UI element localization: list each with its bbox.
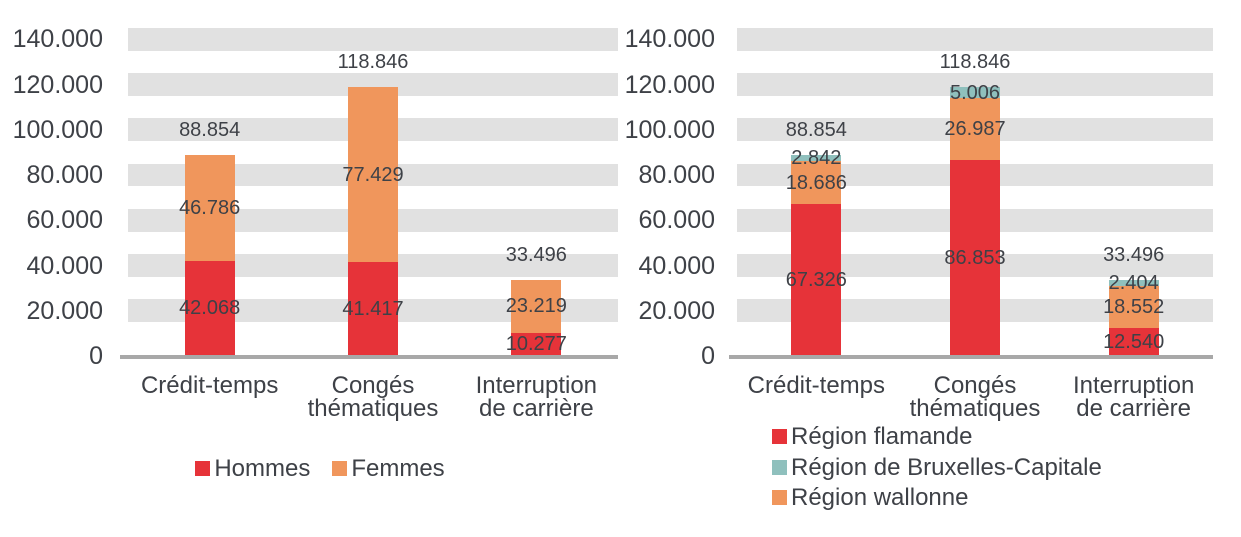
y-axis-tick-label: 100.000 bbox=[12, 115, 103, 144]
legend: Hommes Femmes bbox=[0, 455, 640, 482]
total-value-label: 33.496 bbox=[1103, 244, 1165, 267]
y-axis-tick-label: 100.000 bbox=[624, 115, 715, 144]
segment-value-label: 2.842 bbox=[791, 147, 842, 170]
segment-value-label: 86.853 bbox=[944, 246, 1006, 269]
y-axis-tick-label: 40.000 bbox=[26, 251, 103, 280]
legend-label: Région wallonne bbox=[791, 484, 969, 511]
category-label: Crédit-temps bbox=[140, 372, 279, 399]
bar-segment-orange bbox=[511, 280, 562, 333]
segment-value-label: 18.686 bbox=[785, 171, 847, 194]
category-label: Interruption de carrière bbox=[475, 372, 598, 422]
legend: Région flamande Région de Bruxelles-Capit… bbox=[772, 423, 1102, 511]
segment-value-label: 77.429 bbox=[342, 163, 404, 186]
chart-by-region: 140.000 120.000 100.000 80.000 60.000 40.000 2… bbox=[617, 0, 1241, 537]
y-axis-tick-label: 60.000 bbox=[638, 206, 715, 235]
category-label: Interruption de carrière bbox=[1072, 372, 1195, 422]
segment-value-label: 5.006 bbox=[949, 81, 1001, 104]
bar-segment-teal bbox=[950, 87, 1000, 99]
y-axis-tick-label: 0 bbox=[89, 342, 103, 370]
total-value-label: 33.496 bbox=[505, 244, 567, 267]
bar-segment-red bbox=[950, 159, 1000, 356]
x-axis-baseline bbox=[120, 355, 618, 359]
segment-value-label: 67.326 bbox=[785, 268, 847, 291]
total-value-label: 88.854 bbox=[179, 119, 241, 141]
bar-segment-orange bbox=[950, 98, 1000, 160]
bar-segment-orange bbox=[1108, 285, 1159, 328]
grid-band bbox=[737, 28, 1213, 51]
category-label: Congés thématiques bbox=[909, 372, 1041, 422]
chart-by-gender: 140.000 120.000 100.000 80.000 60.000 40.000 2… bbox=[0, 25, 640, 482]
bar-segment-red bbox=[511, 332, 562, 356]
legend-label: Hommes bbox=[214, 455, 311, 482]
segment-value-label: 12.540 bbox=[1103, 330, 1165, 353]
total-value-label: 88.854 bbox=[785, 119, 847, 141]
legend-item: Femmes bbox=[332, 455, 445, 482]
segment-value-label: 2.404 bbox=[1108, 271, 1159, 294]
y-axis-tick-label: 20.000 bbox=[26, 296, 103, 325]
y-axis-tick-label: 120.000 bbox=[624, 70, 715, 99]
grid-band bbox=[128, 28, 618, 51]
legend-swatch-red bbox=[195, 461, 211, 476]
y-axis-tick-label: 60.000 bbox=[26, 206, 103, 235]
total-value-label: 118.846 bbox=[939, 51, 1011, 74]
total-value-label: 118.846 bbox=[337, 51, 409, 74]
legend-label: Femmes bbox=[351, 455, 445, 482]
bar-segment-red bbox=[1108, 327, 1159, 356]
segment-value-label: 26.987 bbox=[944, 118, 1006, 140]
bar-segment-teal bbox=[791, 155, 842, 162]
y-axis-tick-label: 80.000 bbox=[638, 161, 715, 190]
grid-band bbox=[737, 73, 1213, 96]
segment-value-label: 23.219 bbox=[505, 295, 567, 318]
legend-label: Région flamande bbox=[791, 423, 973, 450]
x-axis-baseline bbox=[729, 355, 1213, 359]
y-axis-tick-label: 140.000 bbox=[624, 25, 715, 54]
segment-value-label: 46.786 bbox=[179, 196, 241, 219]
y-axis-tick-label: 140.000 bbox=[12, 25, 103, 54]
y-axis-tick-label: 0 bbox=[701, 342, 715, 370]
legend-swatch-orange bbox=[772, 490, 787, 505]
y-axis-tick-label: 40.000 bbox=[638, 251, 715, 280]
bar-segment-red bbox=[791, 203, 842, 356]
category-label: Crédit-temps bbox=[747, 372, 886, 399]
bar-segment-orange bbox=[184, 155, 235, 261]
segment-value-label: 42.068 bbox=[179, 297, 241, 320]
bar-segment-teal bbox=[1108, 280, 1159, 286]
legend-swatch-teal bbox=[772, 459, 787, 475]
legend-item: Région de Bruxelles-Capitale bbox=[772, 453, 1102, 481]
y-axis-tick-label: 120.000 bbox=[12, 70, 103, 99]
grid-band bbox=[128, 73, 618, 96]
bar-segment-red bbox=[184, 260, 235, 356]
segment-value-label: 18.552 bbox=[1103, 295, 1165, 318]
y-axis-tick-label: 20.000 bbox=[638, 296, 715, 325]
bar-segment-red bbox=[348, 262, 398, 356]
legend-label: Région de Bruxelles-Capitale bbox=[791, 453, 1102, 481]
bar-segment-orange bbox=[348, 87, 398, 263]
category-label: Congés thématiques bbox=[307, 372, 439, 422]
bar-segment-orange bbox=[791, 161, 842, 204]
segment-value-label: 41.417 bbox=[342, 298, 404, 321]
y-axis-tick-label: 80.000 bbox=[26, 161, 103, 190]
segment-value-label: 10.277 bbox=[505, 333, 567, 356]
legend-item: Hommes bbox=[195, 455, 311, 482]
legend-item: Région wallonne bbox=[772, 484, 1102, 511]
legend-item: Région flamande bbox=[772, 423, 1102, 450]
legend-swatch-red bbox=[772, 429, 787, 444]
legend-swatch-orange bbox=[332, 461, 348, 476]
